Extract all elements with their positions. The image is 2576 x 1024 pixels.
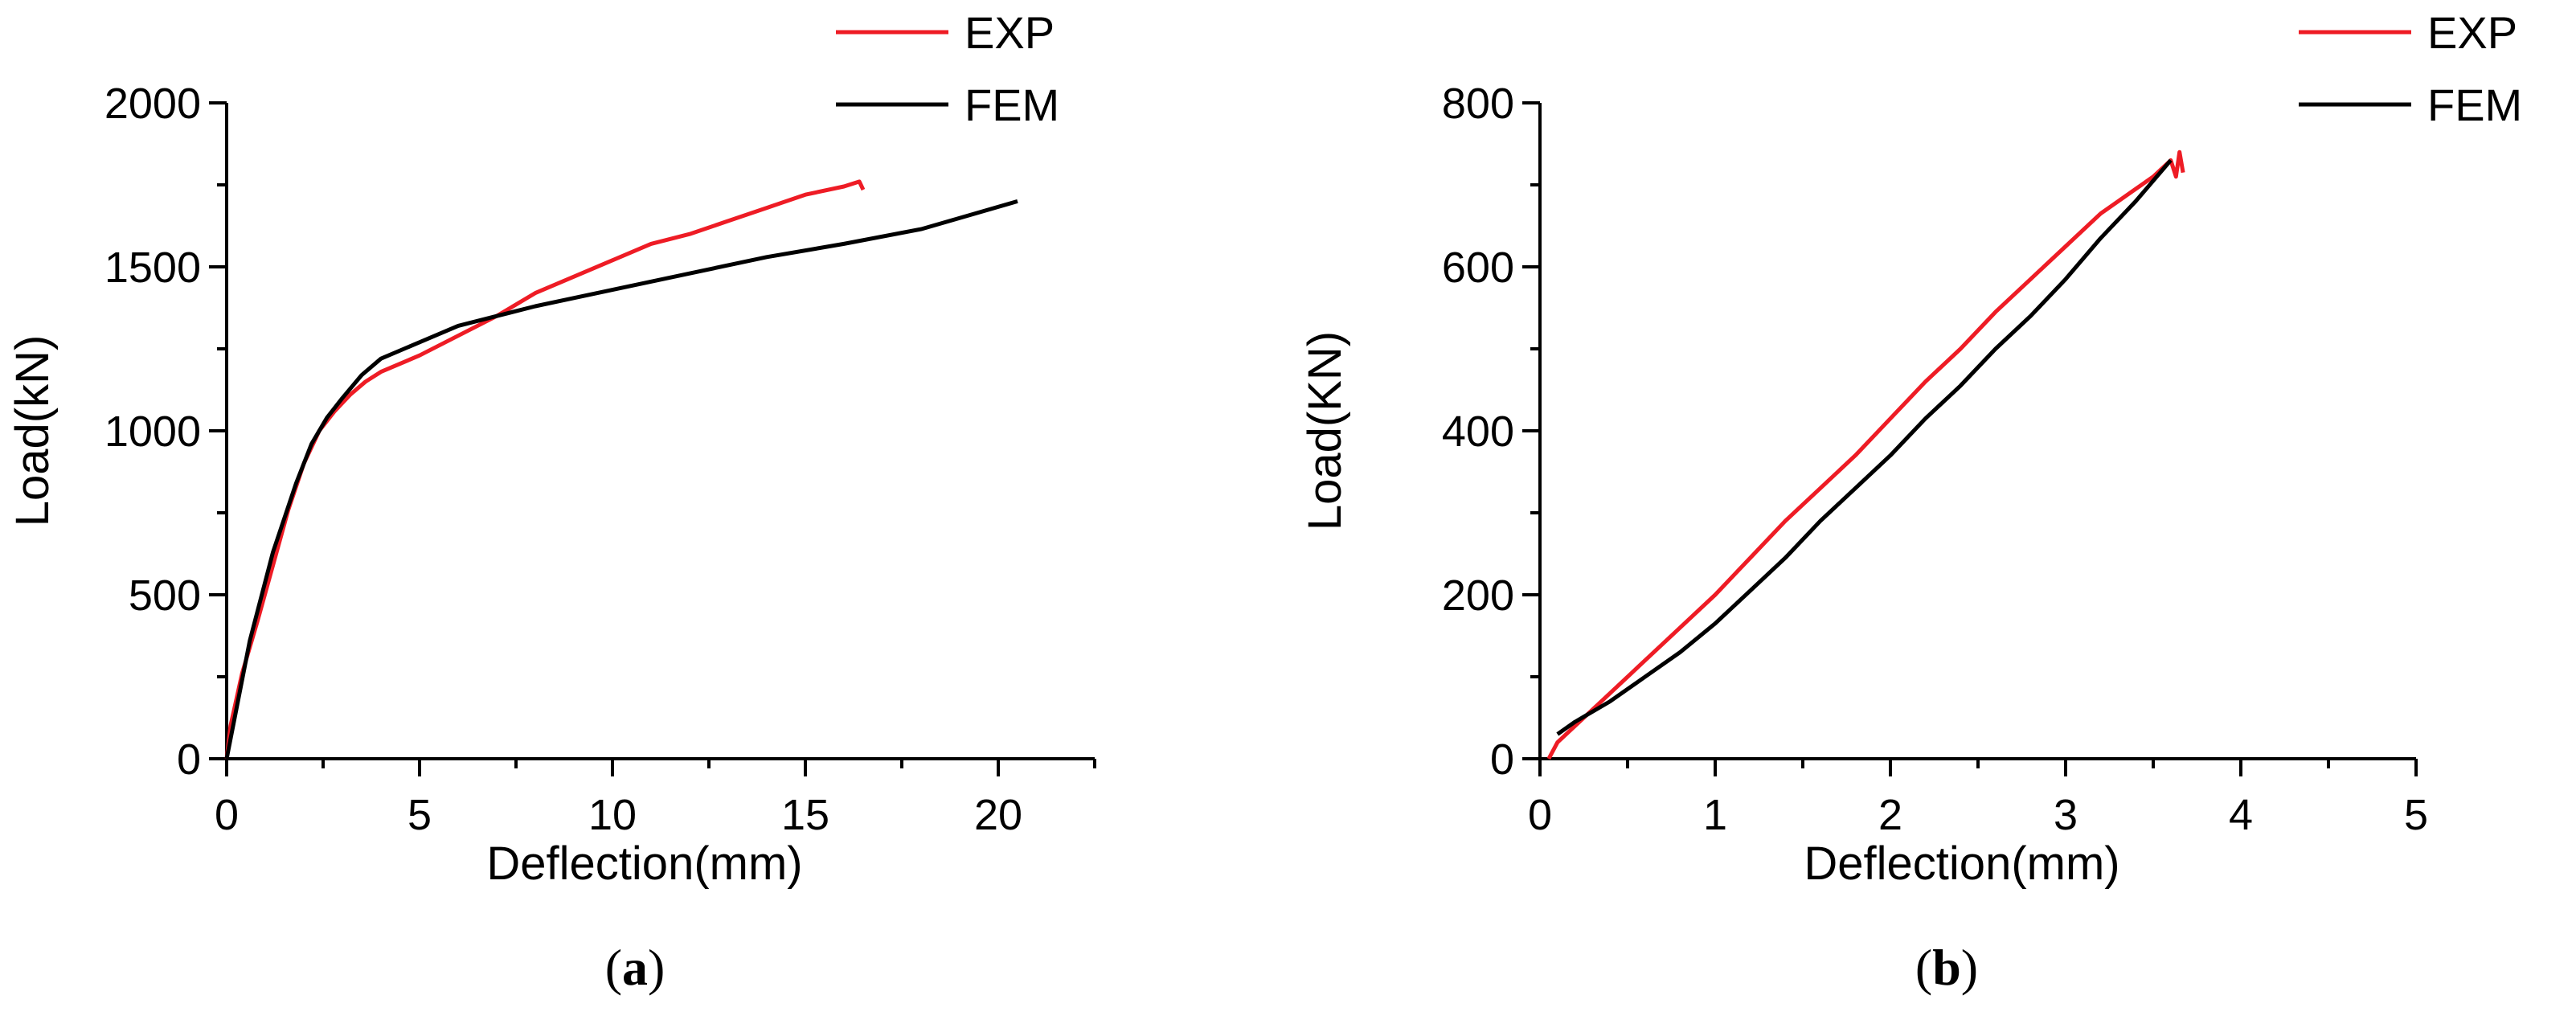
y-tick-label: 800 — [1442, 80, 1514, 128]
x-tick-label: 3 — [2054, 791, 2078, 839]
x-tick-label: 0 — [215, 791, 239, 839]
y-tick-label: 0 — [177, 735, 201, 784]
legend-label-fem: FEM — [964, 80, 1059, 130]
y-axis-label: Load(kN) — [6, 335, 59, 527]
y-tick-label: 0 — [1490, 735, 1514, 784]
series-line-fem — [1556, 158, 2173, 736]
y-tick-label: 1500 — [104, 244, 201, 292]
x-axis-label: Deflection(mm) — [1804, 838, 2119, 890]
x-tick-label: 15 — [781, 791, 829, 839]
x-tick-label: 2 — [1878, 791, 1902, 839]
panel-label: (a) — [605, 939, 666, 996]
x-tick-label: 1 — [1703, 791, 1727, 839]
legend-label-fem: FEM — [2427, 80, 2522, 130]
series-line-exp — [224, 179, 866, 760]
chart-panel-a — [209, 30, 1096, 776]
chart-panel-b — [1522, 30, 2418, 776]
series-line-exp — [1546, 150, 2185, 760]
y-tick-label: 500 — [129, 571, 201, 620]
y-axis-label: Load(KN) — [1299, 331, 1351, 530]
x-axis-label: Deflection(mm) — [486, 838, 802, 890]
y-tick-label: 1000 — [104, 408, 201, 456]
legend-label-exp: EXP — [964, 7, 1055, 58]
y-tick-label: 200 — [1442, 571, 1514, 620]
x-tick-label: 4 — [2229, 791, 2253, 839]
x-tick-label: 10 — [588, 791, 637, 839]
series-line-fem — [224, 199, 1018, 760]
x-tick-label: 5 — [2404, 791, 2428, 839]
panel-label: (b) — [1915, 939, 1978, 996]
y-tick-label: 600 — [1442, 244, 1514, 292]
x-tick-label: 20 — [974, 791, 1022, 839]
y-tick-label: 2000 — [104, 80, 201, 128]
x-tick-label: 0 — [1528, 791, 1552, 839]
legend-label-exp: EXP — [2427, 7, 2517, 58]
y-tick-label: 400 — [1442, 408, 1514, 456]
x-tick-label: 5 — [407, 791, 432, 839]
